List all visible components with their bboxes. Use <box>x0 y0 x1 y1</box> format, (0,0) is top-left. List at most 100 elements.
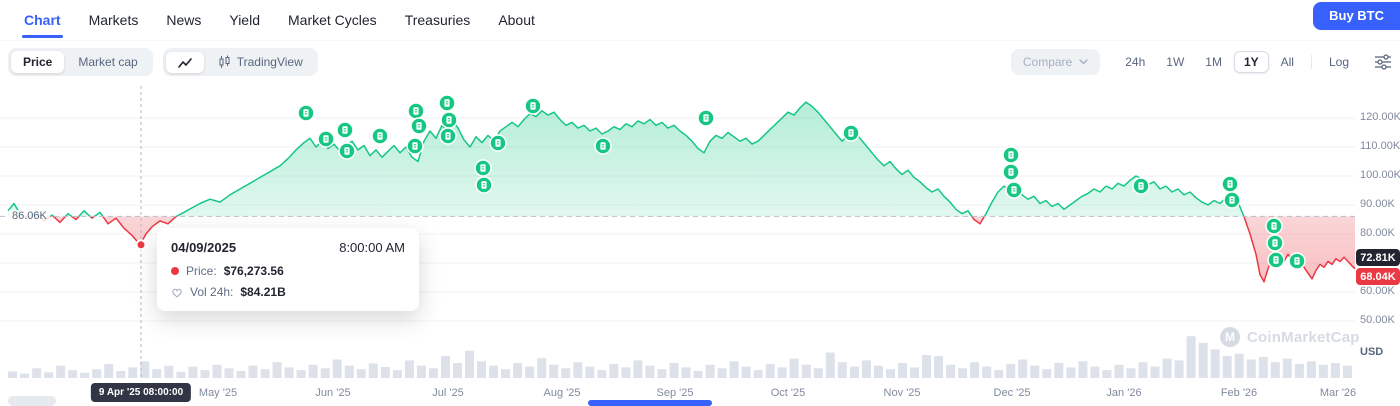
volume-bar <box>777 367 787 378</box>
tab-chart[interactable]: Chart <box>22 12 63 38</box>
volume-bar <box>681 367 691 378</box>
x-axis-label: Jul '25 <box>432 387 464 399</box>
news-event-marker[interactable] <box>371 127 389 145</box>
news-event-marker[interactable] <box>440 111 458 129</box>
tooltip-time: 8:00:00 AM <box>339 240 405 255</box>
line-chart-type-button[interactable] <box>165 51 204 73</box>
volume-bar <box>669 363 679 378</box>
volume-bar <box>765 363 775 378</box>
tab-about[interactable]: About <box>498 12 535 28</box>
range-button-all[interactable]: All <box>1280 55 1294 69</box>
volume-bar <box>1090 366 1100 378</box>
chart-settings-icon[interactable] <box>1374 54 1392 70</box>
news-event-marker[interactable] <box>1002 146 1020 164</box>
volume-heart-icon <box>172 288 182 297</box>
volume-bar <box>1114 364 1124 378</box>
market-cap-toggle-button[interactable]: Market cap <box>78 55 138 69</box>
volume-bar <box>224 368 234 378</box>
metric-toggle: Price Market cap <box>8 48 153 76</box>
y-axis-label: 90.00K <box>1360 198 1395 210</box>
volume-bar <box>56 365 66 378</box>
range-scrollbar-track[interactable] <box>8 396 56 406</box>
news-event-marker[interactable] <box>336 121 354 139</box>
news-event-marker[interactable] <box>697 109 715 127</box>
crosshair-date-badge: 9 Apr '25 08:00:00 <box>90 383 192 402</box>
tab-news[interactable]: News <box>166 12 202 28</box>
volume-bar <box>525 366 535 378</box>
tab-treasuries[interactable]: Treasuries <box>404 12 471 28</box>
volume-bar <box>717 368 727 378</box>
volume-bar <box>188 366 198 378</box>
volume-bar <box>1270 362 1280 378</box>
x-axis-label: Aug '25 <box>543 387 581 399</box>
page-scrollbar-thumb[interactable] <box>588 400 712 406</box>
volume-bar <box>837 362 847 378</box>
volume-bar <box>248 365 258 378</box>
news-event-marker[interactable] <box>297 104 315 122</box>
buy-btc-button[interactable]: Buy BTC <box>1313 2 1400 30</box>
y-axis-label: 80.00K <box>1360 227 1395 239</box>
volume-bar <box>789 358 799 378</box>
volume-bar <box>597 370 607 378</box>
range-button-1w[interactable]: 1W <box>1166 55 1185 69</box>
news-event-marker[interactable] <box>594 137 612 155</box>
range-button-1y[interactable]: 1Y <box>1233 51 1269 73</box>
news-event-marker[interactable] <box>524 97 542 115</box>
tradingview-toggle-button[interactable]: TradingView <box>206 51 315 73</box>
volume-bar <box>212 364 222 378</box>
volume-bar <box>344 365 354 378</box>
price-toggle-button[interactable]: Price <box>11 51 65 73</box>
news-event-marker[interactable] <box>1221 175 1239 193</box>
news-event-marker[interactable] <box>1223 191 1241 209</box>
volume-bar <box>1162 358 1172 378</box>
news-event-marker[interactable] <box>475 176 493 194</box>
tab-market-cycles[interactable]: Market Cycles <box>288 12 377 28</box>
news-event-marker[interactable] <box>1265 217 1283 235</box>
news-event-marker[interactable] <box>1266 234 1284 252</box>
volume-bar <box>20 373 29 378</box>
news-event-marker[interactable] <box>1267 251 1285 269</box>
range-button-24h[interactable]: 24h <box>1125 55 1146 69</box>
volume-bar <box>1294 363 1304 378</box>
news-event-marker[interactable] <box>407 102 425 120</box>
news-event-marker[interactable] <box>1132 177 1150 195</box>
log-scale-button[interactable]: Log <box>1328 55 1349 69</box>
news-event-marker[interactable] <box>842 124 860 142</box>
price-series-dot <box>171 267 179 275</box>
news-event-marker[interactable] <box>1005 181 1023 199</box>
news-event-marker[interactable] <box>1288 252 1306 270</box>
range-button-1m[interactable]: 1M <box>1205 55 1222 69</box>
x-axis-label: Mar '26 <box>1319 387 1357 399</box>
news-event-marker[interactable] <box>1002 163 1020 181</box>
volume-bar <box>453 363 462 378</box>
volume-bar <box>1066 367 1076 378</box>
news-event-marker[interactable] <box>338 142 356 160</box>
news-event-marker[interactable] <box>489 134 507 152</box>
volume-bar <box>1198 342 1208 378</box>
volume-bar <box>356 369 366 378</box>
volume-bar <box>1258 356 1268 378</box>
news-event-marker[interactable] <box>406 137 424 155</box>
y-axis-label: 50.00K <box>1360 314 1395 326</box>
tab-yield[interactable]: Yield <box>229 12 260 28</box>
volume-bar <box>477 361 486 378</box>
news-event-marker[interactable] <box>410 117 428 135</box>
volume-bar <box>946 364 956 378</box>
volume-bar <box>296 370 306 378</box>
coinmarketcap-watermark: M CoinMarketCap <box>1220 327 1360 347</box>
toolbar-right: Compare 24h 1W 1M 1Y All Log <box>1010 49 1392 75</box>
volume-bar <box>236 371 246 378</box>
volume-bar <box>176 371 186 378</box>
news-event-marker[interactable] <box>317 130 335 148</box>
range-selector: 24h 1W 1M 1Y All Log <box>1116 51 1358 73</box>
tab-markets[interactable]: Markets <box>88 12 139 28</box>
news-event-marker[interactable] <box>474 159 492 177</box>
price-area-down <box>8 216 1355 282</box>
compare-button[interactable]: Compare <box>1010 49 1101 75</box>
news-event-marker[interactable] <box>439 127 457 145</box>
top-nav: Chart Markets News Yield Market Cycles Treasu… <box>0 0 1400 41</box>
news-event-marker[interactable] <box>438 94 456 112</box>
volume-bar <box>693 371 703 378</box>
volume-bar <box>1210 349 1220 378</box>
volume-bar <box>1222 356 1232 378</box>
